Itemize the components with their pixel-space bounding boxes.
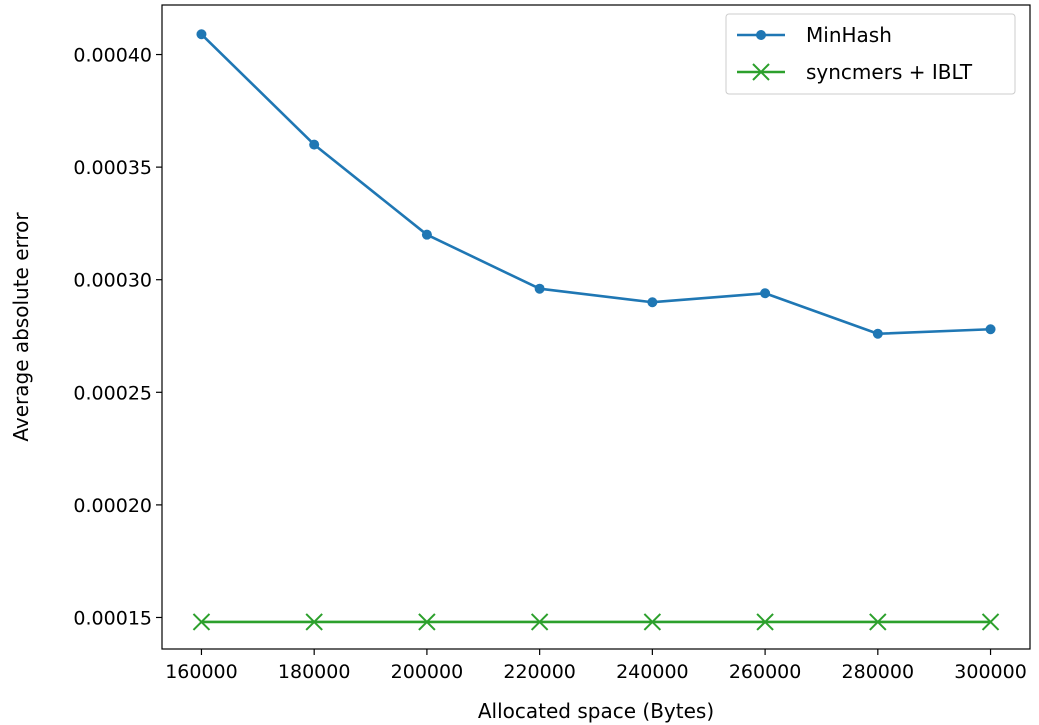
y-tick-label: 0.00020 xyxy=(73,495,152,517)
legend-box xyxy=(725,13,1016,95)
y-tick-label: 0.00030 xyxy=(73,270,152,292)
x-tick-label: 180000 xyxy=(278,661,351,683)
x-tick-label: 200000 xyxy=(391,661,464,683)
y-tick-label: 0.00035 xyxy=(73,157,152,179)
legend-entry-minhash: MinHash xyxy=(737,23,892,47)
y-axis-label: Average absolute error xyxy=(9,212,33,442)
x-tick-label: 160000 xyxy=(165,661,238,683)
data-point xyxy=(305,613,323,631)
x-tick-label: 260000 xyxy=(729,661,802,683)
legend: MinHash syncmers + IBLT xyxy=(725,13,1016,95)
series-minhash xyxy=(196,29,996,339)
series-layer xyxy=(192,29,1000,631)
data-point xyxy=(869,613,887,631)
data-point xyxy=(196,29,207,40)
data-point xyxy=(981,613,1000,631)
x-tick-label: 280000 xyxy=(842,661,915,683)
data-point xyxy=(872,328,883,339)
legend-marker-syncmers-iblt xyxy=(752,63,770,81)
y-tick-label: 0.00025 xyxy=(73,382,152,404)
data-point xyxy=(418,613,436,631)
data-point xyxy=(756,613,774,631)
data-point xyxy=(760,288,771,299)
legend-marker-minhash xyxy=(756,30,766,40)
series-line xyxy=(200,33,991,336)
data-point xyxy=(309,139,320,150)
y-tick-label: 0.00040 xyxy=(73,45,152,67)
y-axis-ticks: 0.00015 0.00020 0.00025 0.00030 0.00035 0.000… xyxy=(73,45,162,629)
y-tick-label: 0.00015 xyxy=(73,607,152,629)
legend-entry-syncmers-iblt: syncmers + IBLT xyxy=(737,60,973,84)
data-point xyxy=(534,283,545,294)
plot-area-frame xyxy=(161,4,1031,650)
x-tick-label: 220000 xyxy=(503,661,576,683)
data-point xyxy=(985,324,996,335)
x-tick-label: 240000 xyxy=(616,661,689,683)
x-axis-ticks: 160000 180000 200000 220000 240000 260000 2800… xyxy=(165,649,1027,683)
data-point xyxy=(643,613,662,631)
data-point xyxy=(421,229,432,240)
legend-label-minhash: MinHash xyxy=(806,23,892,47)
x-axis-label: Allocated space (Bytes) xyxy=(478,699,714,723)
data-point xyxy=(647,297,658,308)
x-tick-label: 300000 xyxy=(954,661,1027,683)
series-syncmers-iblt xyxy=(192,613,1000,631)
legend-label-syncmers-iblt: syncmers + IBLT xyxy=(806,60,973,84)
data-point xyxy=(530,613,549,631)
data-point xyxy=(192,613,211,631)
